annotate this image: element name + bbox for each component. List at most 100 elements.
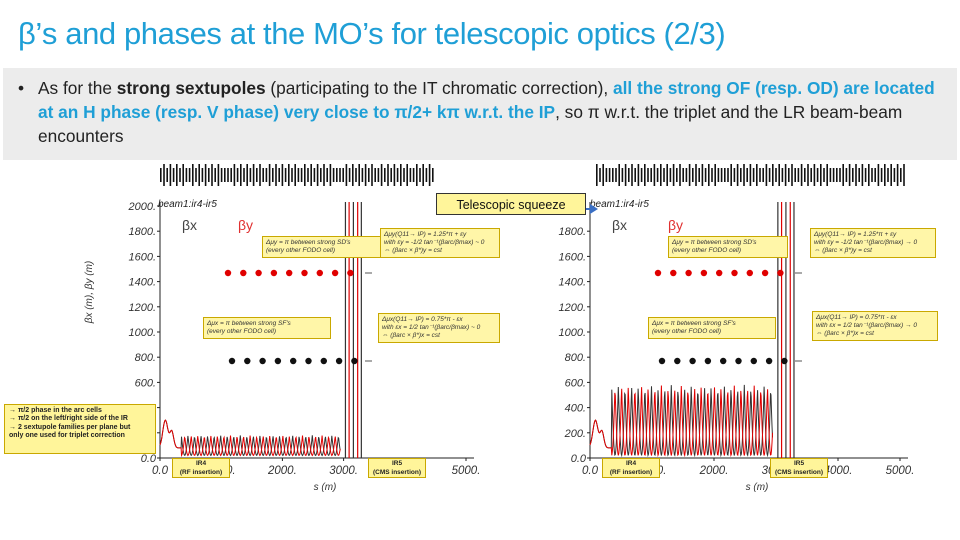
beta-x-curve (159, 419, 341, 457)
lattice-element (727, 168, 729, 182)
strong-sd-marker (286, 269, 293, 277)
strong-sd-marker (777, 269, 784, 277)
x-tick-label: 0.0 (582, 465, 599, 477)
right-phase-note-x: Δμx(Q11→ IP) = 0.75*π - εx with εx = 1/2 … (812, 311, 938, 341)
lattice-element (400, 164, 402, 186)
lattice-element (826, 164, 828, 186)
lattice-element (243, 168, 245, 182)
lattice-element (669, 168, 672, 182)
lattice-element (268, 164, 271, 186)
strong-sd-marker (746, 269, 753, 277)
lattice-element (224, 168, 226, 182)
strong-sf-marker (674, 357, 681, 365)
strong-sd-marker (301, 269, 308, 277)
left-ir4-label: IR4 (RF insertion) (172, 458, 230, 478)
lattice-element (893, 168, 896, 182)
strong-sd-marker (347, 269, 354, 277)
lattice-element (204, 164, 207, 186)
y-tick-label: 1800. (128, 226, 156, 238)
lattice-element (227, 168, 229, 182)
y-tick-label: 1000. (558, 327, 586, 339)
lattice-element (740, 168, 742, 182)
strong-sd-marker (270, 269, 278, 277)
lattice-element (778, 164, 780, 186)
strong-sf-marker (228, 357, 236, 365)
lattice-element (387, 164, 389, 186)
lattice-element (278, 168, 280, 182)
right-phase-note-y: Δμy(Q11→ IP) = 1.25*π + εy with εy = -1/2… (810, 228, 936, 258)
strong-sd-marker (731, 269, 738, 277)
lattice-element (605, 168, 608, 182)
slide-title: β’s and phases at the MO’s for telescopi… (18, 16, 726, 51)
lattice-element (249, 168, 252, 182)
lattice-element (624, 164, 627, 186)
lattice-element (663, 168, 665, 182)
lattice-element (281, 164, 284, 186)
strong-sd-marker (716, 269, 723, 277)
lattice-element (371, 164, 373, 186)
left-sf-note: Δμx = π between strong SF's (every other … (203, 317, 331, 339)
lattice-element (599, 168, 601, 182)
lattice-element (874, 168, 876, 182)
lattice-element (425, 168, 428, 182)
y-axis-label: βx (m), βy (m) (84, 261, 95, 325)
lattice-element (736, 164, 739, 186)
right-sd-note: Δμy = π between strong SD's (every other … (668, 236, 788, 258)
lattice-element (192, 164, 194, 186)
strong-sf-marker (781, 357, 788, 365)
lattice-element (304, 164, 306, 186)
lattice-element (230, 168, 232, 182)
lattice-element (685, 168, 688, 182)
lattice-element (364, 164, 367, 186)
lattice-element (198, 164, 200, 186)
lattice-element (759, 168, 761, 182)
strong-sd-marker (255, 269, 262, 277)
lattice-element (631, 164, 633, 186)
lattice-element (272, 168, 274, 182)
lattice-element (596, 164, 598, 186)
x-tick-label: 5000. (452, 465, 481, 477)
lattice-element (836, 168, 838, 182)
lattice-element (864, 168, 867, 182)
lattice-element (246, 164, 248, 186)
lattice-element (701, 164, 704, 186)
y-tick-label: 1800. (558, 226, 586, 238)
lattice-element (345, 164, 348, 186)
lattice-element (297, 168, 300, 182)
lattice-element (832, 168, 835, 182)
lattice-element (656, 168, 659, 182)
lattice-element (185, 168, 188, 182)
lattice-element (612, 168, 614, 182)
lattice-element (342, 168, 344, 182)
lattice-element (275, 164, 277, 186)
lattice-element (871, 168, 873, 182)
lattice-element (214, 168, 216, 182)
lattice-element (640, 168, 643, 182)
y-tick-label: 200. (564, 428, 586, 440)
strong-sf-marker (765, 357, 773, 365)
strong-sd-marker (761, 269, 769, 277)
lattice-element (233, 164, 236, 186)
y-tick-label: 800. (135, 352, 156, 364)
lattice-element (829, 168, 832, 182)
strong-sf-marker (290, 357, 297, 365)
lattice-element (300, 168, 303, 182)
lattice-element (765, 164, 768, 186)
lattice-element (762, 168, 764, 182)
lattice-element (890, 164, 892, 186)
lattice-element (348, 168, 351, 182)
strong-sf-marker (689, 357, 696, 365)
bullet-marker: • (18, 78, 25, 98)
lattice-element (842, 164, 844, 186)
lattice-element (752, 168, 755, 182)
lattice-element (358, 164, 360, 186)
lattice-element (220, 168, 223, 182)
beta-y-legend: βy (668, 217, 683, 233)
left-phase-note-y: Δμy(Q11→ IP) = 1.25*π + εy with εy = -1/2… (380, 228, 500, 258)
lattice-element (422, 164, 424, 186)
strong-sd-marker (224, 269, 232, 277)
lattice-element (403, 168, 405, 182)
lattice-element (672, 164, 675, 186)
lattice-element (259, 164, 261, 186)
lattice-element (412, 168, 415, 182)
